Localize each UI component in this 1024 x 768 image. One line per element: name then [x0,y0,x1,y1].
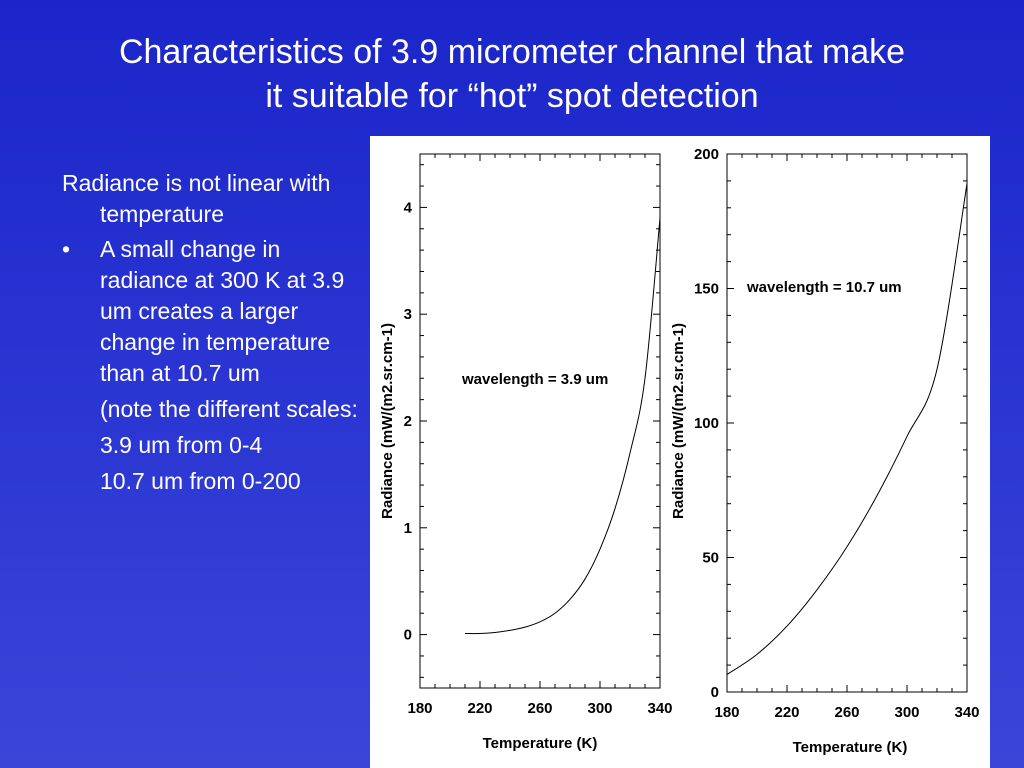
x-tick-label: 260 [527,700,552,717]
y-tick-label: 2 [404,413,412,430]
annotation-label: wavelength = 10.7 um [746,279,902,296]
bullet-text: A small change in radiance at 300 K at 3… [100,236,345,386]
x-tick-label: 180 [714,704,739,721]
y-tick-label: 200 [694,146,719,163]
y-tick-label: 150 [694,281,719,298]
charts-svg: wavelength = 3.9 um Temperature (K) Radi… [379,146,980,756]
series-line [464,218,661,635]
y-tick-label: 100 [694,415,719,432]
annotation-label: wavelength = 3.9 um [461,371,608,388]
slide-title: Characteristics of 3.9 micrometer channe… [0,30,1024,118]
x-tick-label: 300 [587,700,612,717]
y-tick-label: 1 [404,520,412,537]
y-axis-label: Radiance (mW/(m2.sr.cm-1) [670,323,687,519]
plot-frame [419,153,661,689]
x-tick-label: 220 [467,700,492,717]
slide-title-line-2: it suitable for “hot” spot detection [265,77,759,115]
series-line [726,183,968,675]
slide-title-line-1: Characteristics of 3.9 micrometer channe… [118,33,906,71]
chart-3-9-um: wavelength = 3.9 um Temperature (K) Radi… [379,153,673,752]
x-axis-label: Temperature (K) [793,739,908,756]
x-tick-label: 260 [834,704,859,721]
y-tick-label: 3 [404,306,412,323]
tick-marks [419,154,661,688]
y-tick-label: 4 [404,199,413,216]
bullet-list: Radiance is not linear with temperature … [62,168,362,497]
x-tick-label: 220 [774,704,799,721]
y-tick-label: 0 [404,627,412,644]
chart-10-7-um: wavelength = 10.7 um Temperature (K) Rad… [670,146,980,756]
plot-frame [726,153,968,693]
chart-panel: wavelength = 3.9 um Temperature (K) Radi… [370,136,990,768]
intro-text: Radiance is not linear with temperature [62,170,331,227]
x-tick-label: 340 [647,700,672,717]
note-text-1: (note the different scales: [100,396,358,422]
x-tick-label: 180 [407,700,432,717]
x-axis-label: Temperature (K) [483,735,598,752]
note-text-3: 10.7 um from 0-200 [100,468,301,494]
x-tick-label: 340 [954,704,979,721]
y-tick-label: 0 [711,684,719,701]
tick-marks [726,153,968,693]
y-axis-label: Radiance (mW/(m2.sr.cm-1) [379,323,396,519]
y-tick-label: 50 [702,550,719,567]
bullet-dot-icon: • [62,236,71,262]
bullet-item: • A small change in radiance at 300 K at… [62,234,362,389]
x-tick-label: 300 [894,704,919,721]
note-text-2: 3.9 um from 0-4 [100,432,263,458]
